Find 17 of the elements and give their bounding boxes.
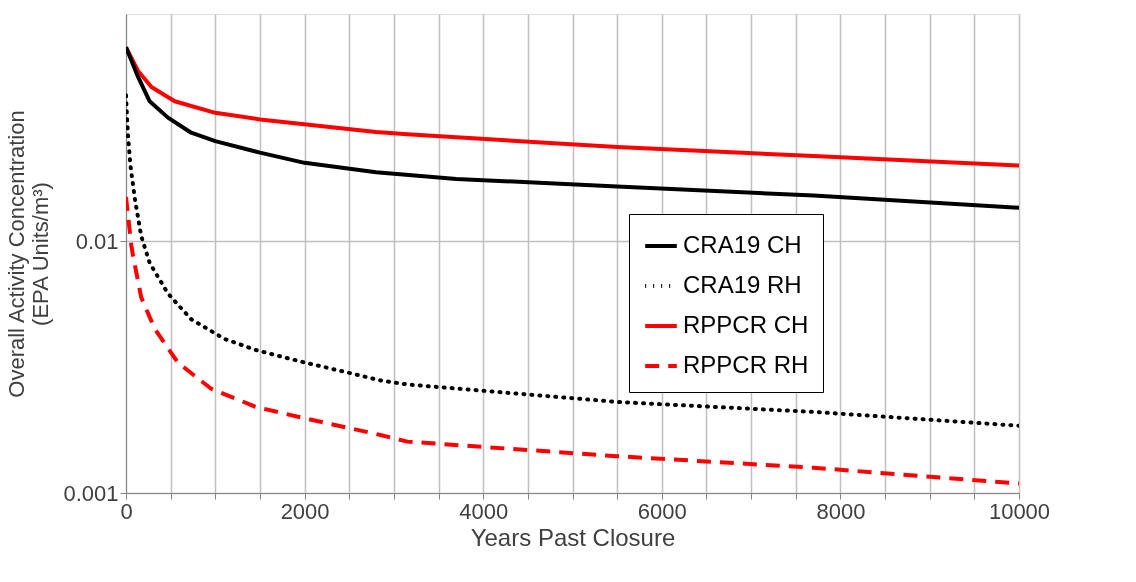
legend-label: CRA19 CH: [683, 231, 802, 258]
x-tick-label: 4000: [459, 498, 509, 524]
x-tick-label: 0: [120, 498, 133, 524]
legend-label: CRA19 RH: [683, 271, 802, 298]
line-series: [126, 45, 1019, 210]
line-series: [126, 194, 1019, 486]
legend-label: RPPCR CH: [683, 311, 809, 338]
y-tick-label: 0.01: [75, 228, 119, 254]
line-series: [126, 93, 1019, 428]
x-tick-label: 10000: [988, 498, 1051, 524]
y-axis-title: Overall Activity Concentration (EPA Units/m³): [4, 110, 54, 398]
y-tick-label: 0.001: [63, 480, 119, 506]
x-tick-label: 2000: [280, 498, 330, 524]
x-axis-title: Years Past Closure: [470, 523, 676, 551]
legend-label: RPPCR RH: [683, 351, 809, 378]
x-tick-label: 6000: [637, 498, 687, 524]
x-tick-label: 8000: [816, 498, 866, 524]
